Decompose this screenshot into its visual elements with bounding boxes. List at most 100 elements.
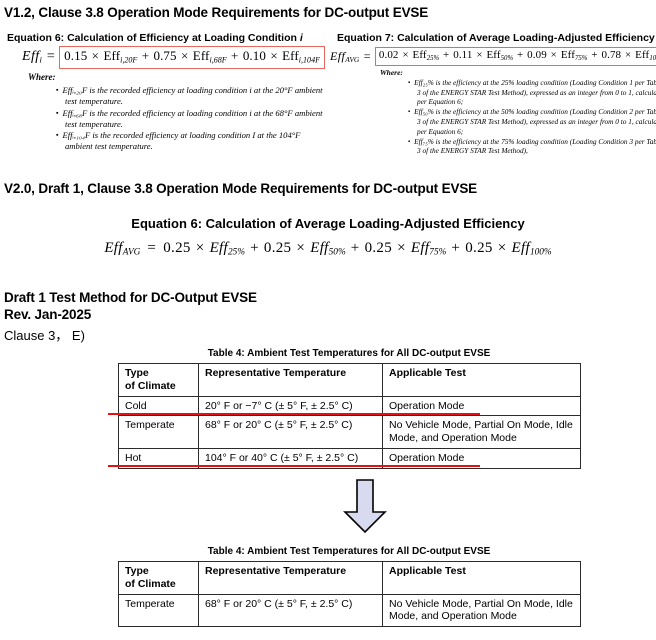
- cell-test: No Vehicle Mode, Partial On Mode, Idle M…: [382, 593, 581, 628]
- cell-temperature: 68° F or 20° C (± 5° F, ± 2.5° C): [198, 415, 383, 449]
- eq6v1-term1-coeff: 0.75: [153, 48, 177, 63]
- eq7v1-term0-symbol: Eff: [412, 49, 427, 61]
- cell-test: No Vehicle Mode, Partial On Mode, Idle M…: [382, 415, 581, 449]
- eq7v1-term3-symbol: Eff: [635, 49, 650, 61]
- column-header-temperature: Representative Temperature: [198, 561, 383, 595]
- equation6-v1-lhs-subscript: i: [39, 54, 42, 65]
- equation7-v1-where-label: Where:: [380, 68, 403, 77]
- equation7-v1-bullet-list: Eff₂₅% is the efficiency at the 25% load…: [392, 78, 656, 156]
- section-heading-v1-2: V1.2, Clause 3.8 Operation Mode Requirem…: [4, 5, 429, 20]
- eq7v1-term0-coeff: 0.02: [378, 49, 399, 61]
- equation6-v2-equals: =: [147, 240, 157, 256]
- equation6-v1-formula: Effi = 0.15 × Effi,20F + 0.75 × Effi,68F…: [22, 46, 326, 69]
- equation6-v2-lhs-subscript: AVG: [122, 247, 141, 258]
- eq7v1-term2-coeff: 0.09: [527, 49, 547, 61]
- eq6v2-term0-symbol: Eff: [209, 240, 228, 256]
- eq7v1-term1-coeff: 0.11: [453, 49, 473, 61]
- column-header-test: Applicable Test: [382, 561, 581, 595]
- cell-climate: Temperate: [118, 593, 199, 628]
- list-item: Eff₇₅% is the efficiency at the 75% load…: [408, 137, 656, 156]
- column-header-temperature: Representative Temperature: [198, 363, 383, 397]
- equation7-v1-lhs-subscript: AVG: [345, 55, 360, 65]
- list-item: Effᵢ,₆₈F is the recorded efficiency at l…: [56, 108, 328, 130]
- equation6-v1-caption-italic: i: [299, 32, 303, 44]
- list-item: Effᵢ,₁₀₄F is the recorded efficiency at …: [56, 130, 328, 152]
- cell-test: Operation Mode: [382, 395, 581, 417]
- equation7-v1-formula: EffAVG = 0.02 × Eff25% + 0.11 × Eff50% +…: [330, 47, 656, 67]
- table-row: Hot 104° F or 40° C (± 5° F, ± 2.5° C) O…: [118, 447, 581, 469]
- table-row: Temperate 68° F or 20° C (± 5° F, ± 2.5°…: [118, 593, 581, 628]
- eq7v1-term3-coeff: 0.78: [601, 49, 622, 61]
- equation7-v1-highlight-box: 0.02 × Eff25% + 0.11 × Eff50% + 0.09 × E…: [374, 47, 656, 67]
- table-after: Type of Climate Representative Temperatur…: [118, 561, 581, 628]
- eq6v1-term1-symbol: Eff: [192, 48, 210, 63]
- table-before-caption: Table 4: Ambient Test Temperatures for A…: [207, 348, 491, 359]
- equation7-v1-equals: =: [363, 48, 371, 63]
- eq6v2-term1-coeff: 0.25: [263, 240, 292, 256]
- equation6-v2-lhs-symbol: Eff: [104, 240, 123, 256]
- eq6v2-term3-coeff: 0.25: [465, 240, 493, 256]
- table-after-caption: Table 4: Ambient Test Temperatures for A…: [207, 546, 491, 557]
- eq6v2-term2-coeff: 0.25: [364, 240, 393, 256]
- table-header-row: Type of Climate Representative Temperatur…: [118, 561, 581, 595]
- table-before-wrapper: Type of Climate Representative Temperatur…: [118, 363, 581, 469]
- eq6v2-term1-sub: 50%: [328, 247, 346, 258]
- eq6v2-term0-coeff: 0.25: [163, 240, 191, 256]
- equation6-v1-caption: Equation 6: Calculation of Efficiency at…: [7, 32, 303, 44]
- equation6-v1-bullet-list: Effᵢ,₂₀F is the recorded efficiency at l…: [40, 85, 328, 153]
- equation6-v1-where-label: Where:: [28, 72, 56, 82]
- eq6v1-term0-sub: i,20F: [120, 55, 138, 65]
- eq7v1-term0-sub: 25%: [426, 54, 440, 62]
- cell-temperature: 20° F or −7° C (± 5° F, ± 2.5° C): [198, 395, 383, 417]
- column-header-test: Applicable Test: [382, 363, 581, 397]
- eq7v1-term1-sub: 50%: [500, 54, 514, 62]
- cell-climate: Temperate: [118, 415, 199, 449]
- equation6-v1-highlight-box: 0.15 × Effi,20F + 0.75 × Effi,68F + 0.10…: [59, 46, 326, 69]
- table-before: Type of Climate Representative Temperatur…: [118, 363, 581, 469]
- eq6v1-term0-symbol: Eff: [103, 48, 121, 63]
- equation7-v1-lhs-symbol: Eff: [330, 48, 346, 63]
- list-item: Eff₅₀% is the efficiency at the 50% load…: [408, 107, 656, 136]
- eq6v2-term1-symbol: Eff: [310, 240, 329, 256]
- cell-climate: Cold: [118, 395, 199, 417]
- equation6-v2-formula: EffAVG = 0.25 × Eff25% + 0.25 × Eff50% +…: [0, 240, 656, 258]
- eq6v1-term2-symbol: Eff: [282, 48, 299, 63]
- eq6v1-term2-coeff: 0.10: [242, 48, 266, 63]
- cell-temperature: 68° F or 20° C (± 5° F, ± 2.5° C): [198, 593, 383, 628]
- eq6v2-term2-symbol: Eff: [410, 240, 430, 256]
- list-item: Effᵢ,₂₀F is the recorded efficiency at l…: [56, 85, 328, 107]
- column-header-climate: Type of Climate: [118, 363, 199, 397]
- eq7v1-term2-symbol: Eff: [560, 49, 575, 61]
- section-heading-v2-0: V2.0, Draft 1, Clause 3.8 Operation Mode…: [4, 181, 478, 196]
- eq6v1-term0-coeff: 0.15: [64, 48, 88, 63]
- eq6v1-term2-sub: i,104F: [298, 55, 321, 65]
- table-after-wrapper: Type of Climate Representative Temperatur…: [118, 561, 581, 628]
- clause-reference: Clause 3， E): [4, 328, 85, 343]
- equation7-v1-lhs: EffAVG =: [330, 49, 375, 64]
- equation6-v1-lhs: Effi =: [22, 49, 59, 65]
- equation6-v1-lhs-symbol: Eff: [22, 49, 40, 65]
- equation6-v2-expression: EffAVG = 0.25 × Eff25% + 0.25 × Eff50% +…: [104, 240, 552, 258]
- eq6v2-term3-symbol: Eff: [511, 240, 530, 256]
- table-header-row: Type of Climate Representative Temperatur…: [118, 363, 581, 397]
- eq7v1-term3-sub: 100%: [649, 54, 656, 62]
- down-arrow-icon: [340, 479, 390, 539]
- equation7-v1-caption: Equation 7: Calculation of Average Loadi…: [337, 32, 655, 44]
- equation6-v2-caption-wrapper: Equation 6: Calculation of Average Loadi…: [0, 215, 656, 233]
- equation6-v1-caption-text: Equation 6: Calculation of Efficiency at…: [7, 32, 300, 44]
- cell-test: Operation Mode: [382, 447, 581, 469]
- table-row: Cold 20° F or −7° C (± 5° F, ± 2.5° C) O…: [118, 395, 581, 417]
- equation6-v1-equals: =: [46, 49, 56, 65]
- list-item: Eff₂₅% is the efficiency at the 25% load…: [408, 78, 656, 107]
- eq6v2-term3-sub: 100%: [529, 247, 552, 258]
- section-heading-draft1-line2: Rev. Jan-2025: [4, 307, 92, 322]
- eq6v2-term0-sub: 25%: [227, 247, 246, 258]
- eq7v1-term2-sub: 75%: [574, 54, 588, 62]
- table-row: Temperate 68° F or 20° C (± 5° F, ± 2.5°…: [118, 415, 581, 449]
- column-header-climate: Type of Climate: [118, 561, 199, 595]
- eq6v2-term2-sub: 75%: [429, 247, 447, 258]
- cell-temperature: 104° F or 40° C (± 5° F, ± 2.5° C): [198, 447, 383, 469]
- section-heading-draft1-line1: Draft 1 Test Method for DC-Output EVSE: [4, 290, 257, 305]
- equation6-v2-caption: Equation 6: Calculation of Average Loadi…: [131, 216, 525, 231]
